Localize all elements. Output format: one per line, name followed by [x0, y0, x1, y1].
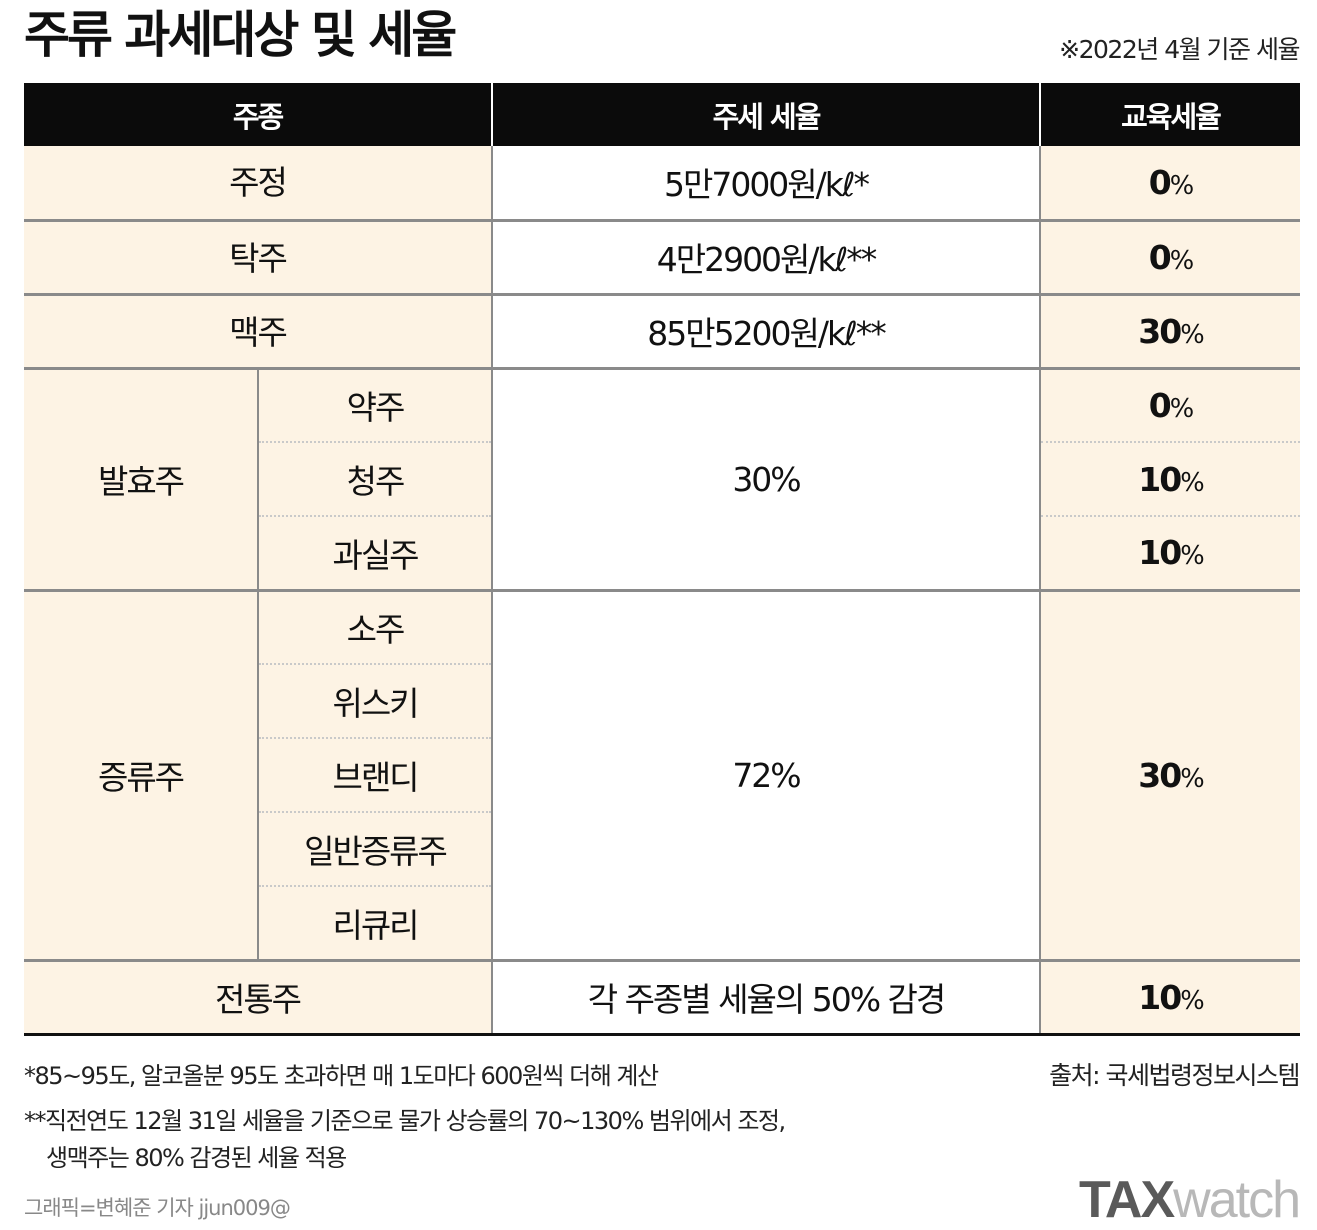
logo-bold: TAX [1079, 1171, 1175, 1229]
footnote-3: 생맥주는 80% 감경된 세율 적용 [46, 1144, 347, 1172]
header-liquor-type: 주종 [24, 83, 493, 146]
group-edu-distilled: 30% [1039, 588, 1300, 960]
row-name-maekju: 맥주 [24, 292, 492, 368]
subrow-name: 과실주 [257, 515, 492, 590]
subrow-edu: 10% [1039, 515, 1300, 590]
header-liquor-tax-rate: 주세 세율 [492, 83, 1041, 146]
row-name-jujeong: 주정 [24, 146, 492, 220]
group-tax-distilled: 72% [491, 588, 1040, 960]
row-edu-jujeong: 0% [1039, 146, 1300, 220]
subrow-name: 브랜디 [257, 737, 492, 812]
row-tax-maekju: 85만5200원/kℓ** [491, 292, 1040, 368]
row-tax-traditional: 각 주종별 세율의 50% 감경 [491, 958, 1040, 1036]
row-edu-maekju: 30% [1039, 292, 1300, 368]
logo-light: watch [1173, 1171, 1301, 1229]
row-tax-takju: 4만2900원/kℓ** [491, 218, 1040, 294]
subrow-edu: 0% [1039, 366, 1300, 442]
row-name-traditional: 전통주 [24, 958, 492, 1036]
group-name-fermented: 발효주 [24, 366, 258, 590]
row-name-takju: 탁주 [24, 218, 492, 294]
taxwatch-logo: TAXwatch [1079, 1170, 1301, 1230]
subrow-name: 소주 [257, 588, 492, 664]
footnote-1: *85~95도, 알코올분 95도 초과하면 매 1도마다 600원씩 더해 계… [24, 1062, 659, 1090]
row-tax-jujeong: 5만7000원/kℓ* [491, 146, 1040, 220]
table-row: 청주 10% [24, 441, 1300, 516]
row-edu-takju: 0% [1039, 218, 1300, 294]
basis-date-note: ※2022년 4월 기준 세율 [1059, 35, 1300, 64]
row-edu-traditional: 10% [1039, 958, 1300, 1036]
header-education-tax-rate: 교육세율 [1040, 83, 1300, 146]
table-row: 주정 5만7000원/kℓ* 0% [24, 146, 1300, 220]
graphic-credit: 그래픽=변혜준 기자 jjun009@ [24, 1196, 291, 1220]
table-row: 탁주 4만2900원/kℓ** 0% [24, 218, 1300, 294]
group-tax-fermented: 30% [491, 366, 1040, 590]
page-title: 주류 과세대상 및 세율 [24, 6, 457, 64]
subrow-name: 약주 [257, 366, 492, 442]
table-header-row: 주종 주세 세율 교육세율 [24, 83, 1300, 146]
tax-rate-table: 주종 주세 세율 교육세율 주정 5만7000원/kℓ* 0% 탁주 4만290… [24, 83, 1300, 1036]
table-row: 맥주 85만5200원/kℓ** 30% [24, 292, 1300, 368]
subrow-name: 청주 [257, 441, 492, 516]
table-row: 일반증류주 [24, 811, 1300, 886]
table-row: 증류주 소주 72% 30% [24, 588, 1300, 960]
table-row: 위스키 [24, 663, 1300, 738]
subrow-name: 일반증류주 [257, 811, 492, 886]
group-name-distilled: 증류주 [24, 588, 258, 960]
table-row: 전통주 각 주종별 세율의 50% 감경 10% [24, 958, 1300, 1036]
table-row: 브랜디 [24, 737, 1300, 812]
subrow-name: 위스키 [257, 663, 492, 738]
source-credit: 출처: 국세법령정보시스템 [1049, 1061, 1300, 1090]
table-row: 과실주 10% [24, 515, 1300, 590]
subrow-name: 리큐리 [257, 885, 492, 960]
footnote-2: **직전연도 12월 31일 세율을 기준으로 물가 상승률의 70~130% … [24, 1107, 786, 1135]
table-row: 리큐리 [24, 885, 1300, 960]
table-row: 발효주 약주 30% 0% [24, 366, 1300, 590]
subrow-edu: 10% [1039, 441, 1300, 516]
